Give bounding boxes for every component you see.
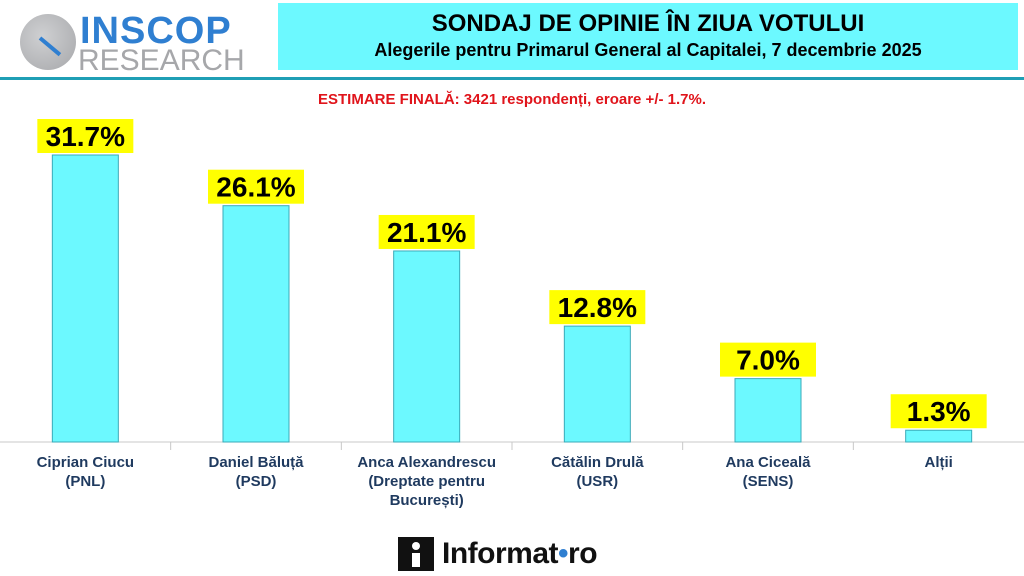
- data-label: 31.7%: [46, 121, 125, 152]
- bar: [563, 325, 631, 443]
- inscop-logo: INSCOP RESEARCH: [14, 10, 264, 77]
- page-subtitle: Alegerile pentru Primarul General al Cap…: [374, 40, 922, 60]
- logo-subtitle: RESEARCH: [78, 44, 245, 77]
- category-label: Cătălin Drulă (USR): [551, 454, 644, 490]
- category-label-line: (PNL): [65, 473, 105, 490]
- category-label-line: (USR): [576, 473, 618, 490]
- data-label-background: [378, 214, 475, 249]
- info-icon: [398, 537, 434, 571]
- category-label-line: Daniel Băluță: [208, 454, 304, 471]
- category-label-line: (Dreptate pentru: [368, 473, 485, 490]
- bar: [905, 429, 973, 443]
- data-label-background: [890, 394, 987, 429]
- data-label: 7.0%: [736, 345, 800, 376]
- data-label: 21.1%: [387, 217, 466, 248]
- logo-dial-icon: [20, 14, 76, 70]
- data-label-background: [720, 342, 816, 377]
- category-label-line: Ciprian Ciucu: [37, 454, 135, 471]
- bar: [393, 250, 461, 443]
- data-label-background: [208, 169, 304, 204]
- bar: [734, 378, 802, 443]
- category-label-line: Ana Ciceală: [725, 454, 811, 471]
- bar: [51, 154, 119, 443]
- category-label-line: (PSD): [236, 473, 277, 490]
- header-divider: [0, 77, 1024, 80]
- category-label: Ciprian Ciucu (PNL): [37, 454, 135, 490]
- data-label: 1.3%: [907, 396, 971, 427]
- data-label: 12.8%: [558, 292, 637, 323]
- category-label-line: (SENS): [743, 473, 794, 490]
- header-title-box: SONDAJ DE OPINIE ÎN ZIUA VOTULUI Alegeri…: [278, 3, 1018, 70]
- brand-main: Informat: [442, 537, 559, 570]
- bar: [222, 205, 290, 443]
- brand-tld: ro: [568, 537, 598, 570]
- category-label: Alții: [924, 454, 952, 471]
- logo-name: INSCOP: [80, 10, 232, 52]
- informat-brand: Informat•ro: [442, 537, 598, 571]
- data-label: 26.1%: [216, 172, 295, 203]
- category-label-line: Cătălin Drulă: [551, 454, 644, 471]
- estimate-note: ESTIMARE FINALĂ: 3421 respondenți, eroar…: [317, 91, 706, 108]
- category-label: Anca Alexandrescu (Dreptate pentru Bucureș…: [357, 454, 496, 509]
- category-label-line: București): [390, 492, 464, 509]
- page-title: SONDAJ DE OPINIE ÎN ZIUA VOTULUI: [431, 10, 865, 37]
- data-label-background: [549, 290, 646, 325]
- brand-dot: •: [558, 537, 569, 570]
- category-label-line: Anca Alexandrescu: [357, 454, 496, 471]
- category-label-line: Alții: [924, 454, 952, 471]
- category-label: Daniel Băluță (PSD): [208, 454, 304, 490]
- category-label: Ana Ciceală (SENS): [725, 454, 811, 490]
- data-label-background: [37, 119, 134, 153]
